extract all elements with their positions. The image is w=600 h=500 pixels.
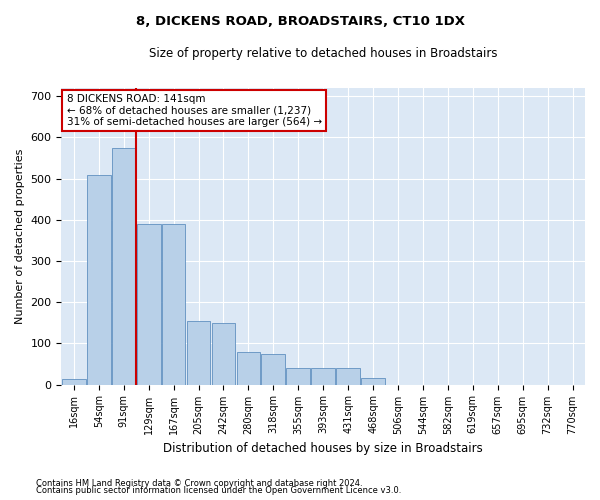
- Bar: [62, 379, 86, 384]
- Bar: [137, 224, 161, 384]
- Bar: [162, 224, 185, 384]
- Title: Size of property relative to detached houses in Broadstairs: Size of property relative to detached ho…: [149, 48, 497, 60]
- Bar: [187, 320, 211, 384]
- Text: Contains HM Land Registry data © Crown copyright and database right 2024.: Contains HM Land Registry data © Crown c…: [36, 478, 362, 488]
- Bar: [361, 378, 385, 384]
- Bar: [87, 174, 110, 384]
- Bar: [311, 368, 335, 384]
- Bar: [236, 352, 260, 384]
- Text: Contains public sector information licensed under the Open Government Licence v3: Contains public sector information licen…: [36, 486, 401, 495]
- Y-axis label: Number of detached properties: Number of detached properties: [15, 148, 25, 324]
- X-axis label: Distribution of detached houses by size in Broadstairs: Distribution of detached houses by size …: [163, 442, 483, 455]
- Bar: [336, 368, 360, 384]
- Bar: [212, 323, 235, 384]
- Text: 8, DICKENS ROAD, BROADSTAIRS, CT10 1DX: 8, DICKENS ROAD, BROADSTAIRS, CT10 1DX: [136, 15, 464, 28]
- Bar: [112, 148, 136, 384]
- Bar: [286, 368, 310, 384]
- Text: 8 DICKENS ROAD: 141sqm
← 68% of detached houses are smaller (1,237)
31% of semi-: 8 DICKENS ROAD: 141sqm ← 68% of detached…: [67, 94, 322, 127]
- Bar: [262, 354, 285, 384]
